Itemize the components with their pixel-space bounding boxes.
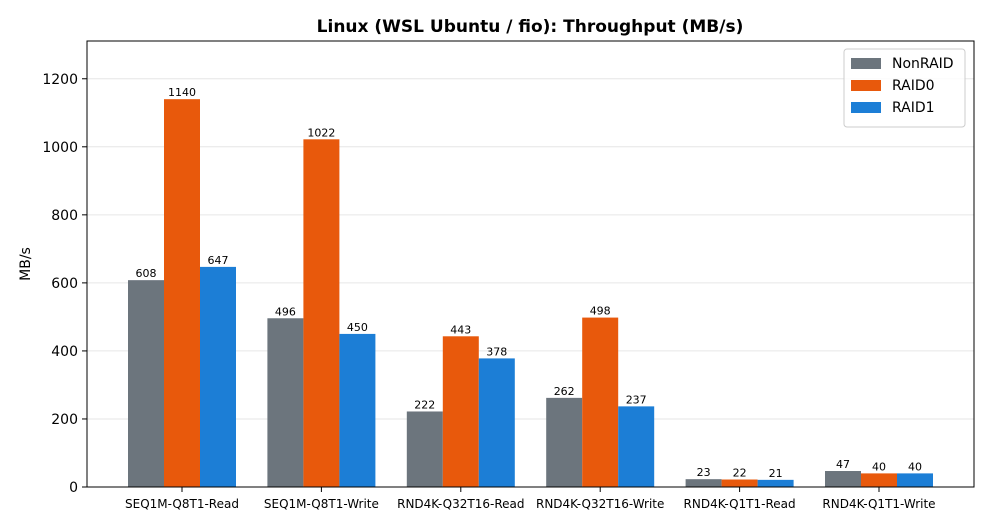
x-tick-label: RND4K-Q1T1-Read <box>684 497 796 511</box>
bar-raid0-0 <box>164 99 200 487</box>
data-label: 262 <box>554 385 575 398</box>
legend-label-raid0: RAID0 <box>892 78 935 94</box>
data-label: 608 <box>136 267 157 280</box>
data-label: 647 <box>208 254 229 267</box>
legend-swatch-raid1 <box>851 102 881 113</box>
data-label: 222 <box>414 398 435 411</box>
legend: NonRAID RAID0 RAID1 <box>843 48 966 128</box>
bar-raid0-3 <box>582 317 619 487</box>
data-label: 378 <box>486 345 507 358</box>
data-label: 1140 <box>168 86 196 99</box>
bar-nonraid-2 <box>406 411 443 487</box>
data-label: 450 <box>347 321 368 334</box>
data-label: 1022 <box>307 126 335 139</box>
bar-raid0-5 <box>861 473 897 487</box>
data-labels: 608 1140 647 496 1022 450 222 443 378 262 498 237 23… <box>136 86 923 480</box>
data-label: 40 <box>872 460 886 473</box>
data-label: 498 <box>590 305 611 318</box>
bar-raid1-1 <box>339 333 376 487</box>
x-tick-label: SEQ1M-Q8T1-Write <box>264 497 379 511</box>
data-label: 21 <box>769 467 783 480</box>
bar-raid0-1 <box>303 139 340 487</box>
bar-nonraid-3 <box>546 397 583 487</box>
y-tick-label: 400 <box>51 344 78 360</box>
bar-raid0-4 <box>721 479 758 487</box>
bar-nonraid-1 <box>267 318 304 487</box>
legend-label-raid1: RAID1 <box>892 100 935 116</box>
y-tick-label: 600 <box>51 276 78 292</box>
bar-nonraid-5 <box>825 471 861 487</box>
x-tick-label: SEQ1M-Q8T1-Read <box>125 497 239 511</box>
y-tick-label: 1000 <box>42 140 78 156</box>
x-tick-label: RND4K-Q1T1-Write <box>822 497 935 511</box>
bar-raid1-0 <box>200 266 236 487</box>
data-label: 23 <box>697 466 711 479</box>
bar-raid1-2 <box>478 358 515 487</box>
data-label: 443 <box>450 323 471 336</box>
x-axis: SEQ1M-Q8T1-Read SEQ1M-Q8T1-Write RND4K-Q32… <box>125 487 936 511</box>
bar-nonraid-0 <box>128 280 164 487</box>
data-label: 496 <box>275 305 296 318</box>
data-label: 40 <box>908 460 922 473</box>
bar-nonraid-4 <box>685 479 722 487</box>
legend-swatch-raid0 <box>851 80 881 91</box>
legend-swatch-nonraid <box>851 58 881 69</box>
y-axis-label: MB/s <box>18 247 34 281</box>
data-label: 47 <box>836 458 850 471</box>
plot-frame <box>86 40 975 488</box>
y-tick-label: 1200 <box>42 72 78 88</box>
legend-label-nonraid: NonRAID <box>892 56 954 72</box>
bar-raid1-5 <box>897 473 933 487</box>
y-tick-label: 0 <box>69 480 78 496</box>
bar-raid0-2 <box>442 336 479 487</box>
bar-raid1-4 <box>757 479 794 487</box>
data-label: 22 <box>733 467 747 480</box>
bars <box>128 99 933 487</box>
x-tick-label: RND4K-Q32T16-Write <box>536 497 664 511</box>
y-tick-label: 800 <box>51 208 78 224</box>
chart-title: Linux (WSL Ubuntu / fio): Throughput (MB… <box>317 17 744 37</box>
y-axis: 0 200 400 600 800 1000 1200 <box>42 72 87 496</box>
y-tick-label: 200 <box>51 412 78 428</box>
x-tick-label: RND4K-Q32T16-Read <box>397 497 524 511</box>
data-label: 237 <box>626 393 647 406</box>
bar-raid1-3 <box>618 406 655 487</box>
